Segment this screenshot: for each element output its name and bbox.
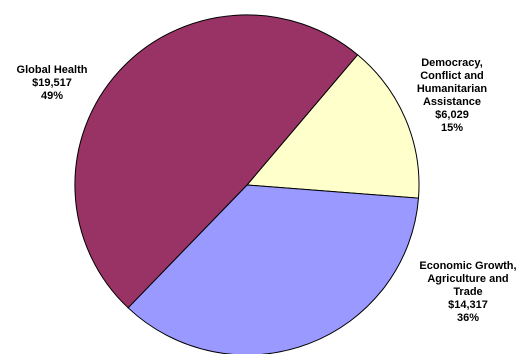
slice-value: $14,317 xyxy=(448,299,488,311)
slice-label-1: Democracy, Conflict and Humanitarian Assist… xyxy=(417,57,488,134)
slice-label-line: Assistance xyxy=(423,96,481,108)
pie-slice-3 xyxy=(74,14,359,309)
slice-label-line: Conflict and xyxy=(420,70,484,82)
slice-percent: 15% xyxy=(441,122,463,134)
pie-slice-2 xyxy=(127,184,420,354)
slice-percent: 49% xyxy=(41,90,63,102)
slice-value: $6,029 xyxy=(435,109,469,121)
slice-label-line: Agriculture and xyxy=(427,273,508,285)
slice-percent: 36% xyxy=(457,312,479,324)
slice-label-3: Global Health $19,517 49% xyxy=(17,64,88,102)
slice-label-line: Humanitarian xyxy=(417,83,488,95)
slice-value: $19,517 xyxy=(32,77,72,89)
slice-label-line: Trade xyxy=(453,286,482,298)
pie-slice-1 xyxy=(245,54,420,199)
pie-slices xyxy=(74,14,420,354)
slice-label-2: Economic Growth, Agriculture and Trade $14,… xyxy=(419,260,516,324)
slice-label-line: Global Health xyxy=(17,64,88,76)
slice-label-line: Democracy, xyxy=(421,57,483,69)
slice-label-line: Economic Growth, xyxy=(419,260,516,272)
slice-labels: Democracy, Conflict and Humanitarian Assist… xyxy=(17,57,517,324)
